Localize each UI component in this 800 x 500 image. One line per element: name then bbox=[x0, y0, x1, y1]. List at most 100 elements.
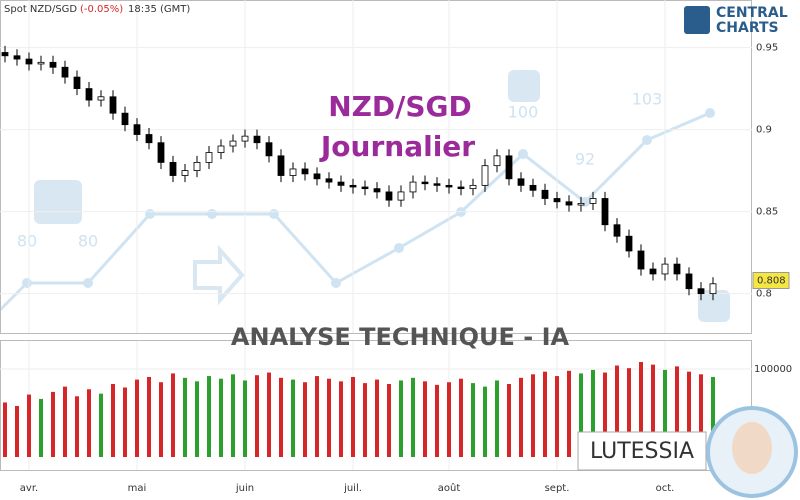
volume-bar bbox=[267, 372, 271, 457]
price-panel bbox=[0, 0, 752, 334]
candle-body bbox=[277, 155, 285, 176]
candle-body bbox=[289, 168, 297, 176]
volume-bar bbox=[471, 383, 475, 457]
x-tick-label: juin bbox=[235, 483, 254, 494]
volume-bar bbox=[615, 365, 619, 457]
volume-bar bbox=[495, 380, 499, 457]
candle-body bbox=[325, 178, 333, 183]
candle-body bbox=[445, 184, 453, 188]
watermark-score: 80 bbox=[78, 232, 98, 251]
logo-icon bbox=[684, 6, 710, 34]
volume-bar bbox=[543, 371, 547, 457]
watermark-icon bbox=[698, 290, 730, 322]
candle-body bbox=[469, 184, 477, 190]
candle-body bbox=[457, 186, 465, 190]
watermark-title: NZD/SGD bbox=[328, 90, 472, 123]
candle-body bbox=[601, 198, 609, 226]
volume-bar bbox=[207, 376, 211, 457]
volume-bar bbox=[423, 381, 427, 457]
volume-bar bbox=[663, 369, 667, 457]
watermark-banner: ANALYSE TECHNIQUE - IA bbox=[231, 323, 570, 351]
logo-line2: CHARTS bbox=[716, 20, 779, 36]
volume-bar bbox=[75, 396, 79, 457]
volume-bar bbox=[51, 391, 55, 457]
volume-panel bbox=[0, 340, 752, 471]
candle-body bbox=[13, 55, 21, 60]
volume-bar bbox=[171, 373, 175, 457]
volume-bar bbox=[531, 374, 535, 457]
x-tick-label: sept. bbox=[545, 483, 570, 494]
candle-body bbox=[697, 288, 705, 295]
plot bbox=[1, 45, 717, 457]
volume-bar bbox=[279, 377, 283, 457]
watermark-score: 100 bbox=[508, 103, 539, 122]
volume-bar bbox=[711, 376, 715, 457]
candle-body bbox=[673, 263, 681, 275]
volume-bar bbox=[447, 382, 451, 457]
x-tick-label: avr. bbox=[20, 483, 38, 494]
last-price-box bbox=[752, 272, 790, 290]
watermark-icon bbox=[508, 70, 540, 102]
volume-bar bbox=[675, 366, 679, 457]
volume-bar bbox=[327, 378, 331, 457]
candle-body bbox=[25, 58, 33, 65]
y-tick-label: 0.9 bbox=[756, 125, 772, 136]
candle-body bbox=[181, 170, 189, 176]
volume-bar bbox=[303, 382, 307, 457]
candle-body bbox=[493, 155, 501, 167]
volume-bar bbox=[243, 380, 247, 457]
volume-bar bbox=[519, 377, 523, 457]
header-change: (-0.05%) bbox=[80, 4, 123, 15]
volume-bar bbox=[255, 375, 259, 457]
candle-body bbox=[625, 235, 633, 252]
candle-body bbox=[637, 250, 645, 270]
volume-bar bbox=[183, 377, 187, 457]
candle-body bbox=[229, 140, 237, 147]
volume-bar bbox=[315, 376, 319, 457]
volume-bar bbox=[639, 361, 643, 457]
candle-body bbox=[265, 142, 273, 157]
y-tick-label: 0.95 bbox=[756, 43, 778, 54]
candle-body bbox=[421, 181, 429, 185]
candle-body bbox=[685, 273, 693, 290]
candle-body bbox=[661, 263, 669, 275]
candle-body bbox=[649, 268, 657, 275]
volume-bar bbox=[375, 379, 379, 457]
candle-body bbox=[49, 61, 57, 68]
volume-bar bbox=[159, 382, 163, 457]
header-time: 18:35 (GMT) bbox=[128, 4, 190, 15]
volume-bar bbox=[63, 386, 67, 457]
candle-body bbox=[481, 165, 489, 186]
candle-body bbox=[397, 191, 405, 201]
header-symbol: Spot NZD/SGD bbox=[4, 4, 77, 15]
volume-bar bbox=[603, 372, 607, 457]
watermark-icon bbox=[34, 180, 82, 224]
watermark-score: 80 bbox=[17, 232, 37, 251]
candle-body bbox=[301, 168, 309, 175]
candle-body bbox=[169, 161, 177, 176]
watermark-score: 103 bbox=[632, 90, 663, 109]
candle-body bbox=[1, 52, 9, 57]
candle-body bbox=[373, 188, 381, 193]
candle-body bbox=[313, 173, 321, 180]
candle-body bbox=[61, 66, 69, 78]
candle-body bbox=[385, 191, 393, 201]
x-tick-label: oct. bbox=[656, 483, 675, 494]
candle-body bbox=[589, 198, 597, 204]
volume-bar bbox=[483, 386, 487, 457]
candle-body bbox=[565, 201, 573, 206]
candle-body bbox=[349, 184, 357, 188]
watermark: 80 80 100 92 103 bbox=[0, 70, 730, 322]
volume-bar bbox=[231, 374, 235, 457]
volume-bar bbox=[567, 370, 571, 457]
volume-bar bbox=[651, 364, 655, 457]
candle-body bbox=[241, 135, 249, 142]
volume-bar bbox=[219, 378, 223, 457]
avatar-face bbox=[732, 422, 772, 474]
candle-body bbox=[529, 184, 537, 191]
volume-bar bbox=[291, 379, 295, 457]
last-price-label: 0.808 bbox=[757, 276, 786, 287]
candle-body bbox=[253, 135, 261, 144]
watermark-score: 92 bbox=[575, 150, 595, 169]
